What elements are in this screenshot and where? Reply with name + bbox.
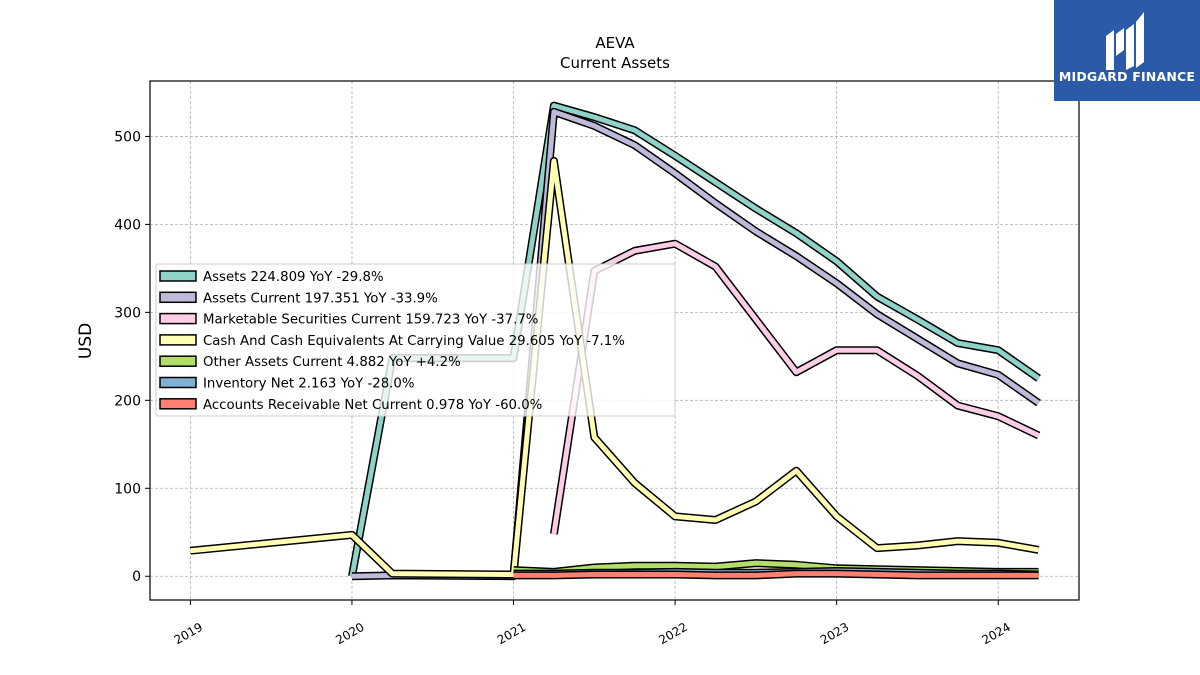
- legend-label: Assets 224.809 YoY -29.8%: [203, 270, 384, 285]
- legend-swatch: [159, 270, 197, 282]
- series-line: [348, 101, 1041, 577]
- y-tick-label: 300: [114, 305, 141, 321]
- y-axis-label: USD: [76, 323, 96, 359]
- legend: Assets 224.809 YoY -29.8% Assets Current …: [155, 263, 676, 417]
- y-tick-label: 400: [114, 217, 141, 233]
- legend-label: Marketable Securities Current 159.723 Yo…: [203, 313, 538, 328]
- chart-title: AEVA: [595, 34, 635, 52]
- legend-label: Inventory Net 2.163 YoY -28.0%: [203, 377, 414, 392]
- series-layer: [190, 101, 1041, 581]
- midgard-logo-icon: [1106, 12, 1144, 70]
- legend-label: Assets Current 197.351 YoY -33.9%: [203, 291, 438, 306]
- chart-subtitle: Current Assets: [560, 54, 670, 72]
- legend-swatch: [159, 355, 197, 367]
- legend-swatch: [159, 291, 197, 304]
- legend-swatch: [159, 376, 197, 389]
- series-line: [190, 157, 1040, 579]
- x-tick-label: 2019: [172, 620, 205, 647]
- series-line-fill: [190, 158, 1040, 577]
- y-tick-label: 100: [114, 481, 141, 497]
- x-tick-label: 2024: [979, 620, 1012, 647]
- legend-label: Other Assets Current 4.882 YoY +4.2%: [203, 355, 461, 370]
- legend-swatch: [159, 312, 197, 325]
- x-tick-label: 2020: [333, 620, 366, 647]
- brand-logo-text: MIDGARD FINANCE: [1058, 69, 1196, 84]
- y-tick-label: 200: [114, 393, 141, 409]
- series-line: [549, 239, 1041, 535]
- plot-frame: [149, 80, 1080, 601]
- x-tick-label: 2021: [495, 620, 528, 647]
- y-tick-label: 500: [114, 129, 141, 145]
- legend-swatch: [159, 334, 197, 346]
- legend-label: Accounts Receivable Net Current 0.978 Yo…: [203, 398, 542, 413]
- series-line-fill: [551, 241, 1040, 535]
- series-line-fill: [349, 103, 1041, 577]
- legend-swatch: [159, 398, 197, 410]
- legend-box: [155, 263, 676, 417]
- x-tick-label: 2023: [818, 620, 851, 647]
- y-tick-label: 0: [132, 569, 141, 585]
- x-tick-label: 2022: [656, 620, 689, 647]
- series-line: [513, 569, 1039, 580]
- series-line-fill: [513, 571, 1039, 578]
- brand-logo: MIDGARD FINANCE: [1054, 0, 1200, 101]
- legend-label: Cash And Cash Equivalents At Carrying Va…: [203, 334, 625, 349]
